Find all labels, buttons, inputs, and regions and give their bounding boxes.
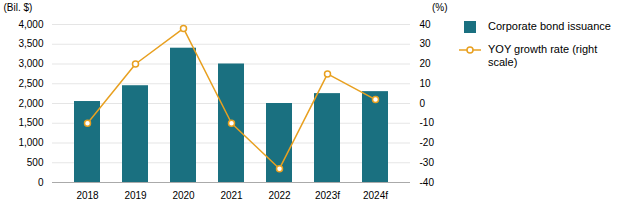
svg-text:40: 40	[420, 19, 432, 30]
svg-text:-40: -40	[420, 177, 435, 188]
svg-text:2018: 2018	[76, 190, 99, 201]
svg-text:2,500: 2,500	[18, 78, 43, 89]
html-text:YOY growth rate (right scale): YOY growth rate (right scale)	[488, 43, 598, 68]
svg-text:10: 10	[420, 78, 432, 89]
svg-text:3,000: 3,000	[18, 58, 43, 69]
svg-text:1,000: 1,000	[18, 137, 43, 148]
svg-text:-20: -20	[420, 137, 435, 148]
svg-text:2,000: 2,000	[18, 98, 43, 109]
svg-text:(Bil. $): (Bil. $)	[4, 2, 33, 13]
svg-text:3,500: 3,500	[18, 38, 43, 49]
svg-text:2024f: 2024f	[363, 190, 388, 201]
svg-text:(%): (%)	[432, 2, 448, 13]
html-text:Corporate bond issuance: Corporate bond issuance	[488, 20, 611, 32]
svg-text:500: 500	[27, 157, 44, 168]
svg-text:0: 0	[38, 177, 44, 188]
svg-text:2023f: 2023f	[315, 190, 340, 201]
svg-text:-30: -30	[420, 157, 435, 168]
svg-text:20: 20	[420, 58, 432, 69]
svg-text:1,500: 1,500	[18, 117, 43, 128]
svg-text:4,000: 4,000	[18, 19, 43, 30]
svg-text:2022: 2022	[268, 190, 291, 201]
svg-text:0: 0	[420, 98, 426, 109]
svg-text:-10: -10	[420, 117, 435, 128]
svg-text:2021: 2021	[220, 190, 243, 201]
svg-text:2019: 2019	[124, 190, 147, 201]
svg-text:30: 30	[420, 38, 432, 49]
svg-text:2020: 2020	[172, 190, 195, 201]
